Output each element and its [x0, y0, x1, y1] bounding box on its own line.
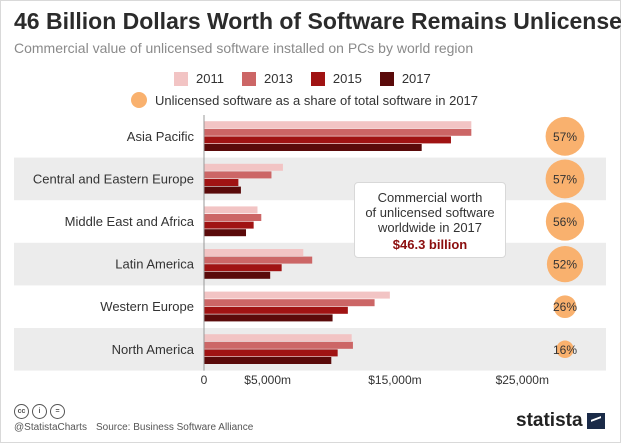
legend-swatch-2013 [241, 71, 256, 86]
source-note: Source: Business Software Alliance [96, 422, 254, 433]
row-band [14, 157, 606, 201]
legend-label-2013: 2013 [263, 71, 293, 86]
legend-share: Unlicensed software as a share of total … [131, 92, 478, 108]
bar-2017 [204, 271, 271, 279]
legend-swatch-share [131, 92, 147, 108]
share-label: 16% [553, 343, 577, 357]
x-tick-label: $15,000m [368, 373, 421, 387]
row-band [14, 242, 606, 286]
legend-swatch-2011 [174, 71, 188, 86]
legend-label-2015: 2015 [332, 71, 362, 86]
bar-2015 [204, 264, 282, 272]
bar-2011 [204, 291, 390, 299]
share-circle [556, 340, 574, 359]
chart-title: 46 Billion Dollars Worth of Software Rem… [14, 8, 621, 34]
share-circle [545, 159, 585, 199]
legend-item-2017: 2017 [379, 71, 431, 86]
share-label: 26% [553, 300, 577, 314]
share-circle [546, 245, 584, 283]
category-label: Western Europe [100, 299, 194, 314]
category-label: North America [112, 342, 195, 357]
legend-label-2011: 2011 [196, 71, 224, 86]
bar-2011 [204, 121, 472, 129]
share-circle [545, 202, 585, 241]
statista-logo: statista [516, 410, 605, 432]
x-tick-label: $25,000m [496, 373, 549, 387]
callout-line-1: Commercial worth [377, 190, 483, 205]
category-label: Central and Eastern Europe [33, 171, 194, 186]
brand-name: statista [516, 410, 583, 431]
bar-2013 [204, 341, 353, 349]
bar-2015 [204, 221, 254, 229]
statista-mark-icon [586, 413, 605, 429]
bar-2017 [204, 229, 247, 237]
share-circle [545, 116, 585, 156]
bar-2017 [204, 314, 333, 322]
category-label: Asia Pacific [127, 129, 195, 144]
legend-item-2011: 2011 [174, 71, 224, 86]
bar-2017 [204, 144, 422, 151]
share-label: 52% [553, 258, 577, 272]
bar-2017 [204, 357, 332, 364]
noderivs-icon: = [50, 404, 65, 419]
legend-swatch-2015 [310, 71, 325, 86]
bar-2015 [204, 179, 239, 186]
bar-2011 [204, 334, 352, 342]
bar-2013 [204, 256, 313, 264]
share-circle [553, 295, 577, 319]
legend-label-share: Unlicensed software as a share of total … [155, 92, 479, 108]
bar-2013 [204, 171, 272, 179]
legend-years: 2011 2013 2015 2017 [174, 71, 449, 86]
license-icons: cc i = [14, 404, 68, 419]
category-label: Latin America [115, 257, 195, 272]
bar-2013 [204, 214, 262, 221]
bar-2011 [204, 163, 283, 171]
bar-2013 [204, 299, 375, 307]
bar-2011 [204, 206, 258, 214]
bar-2013 [204, 128, 472, 136]
x-tick-label: $5,000m [244, 373, 291, 387]
callout-line-2: of unlicensed software [365, 205, 495, 220]
worldwide-callout: Commercial worth of unlicensed software … [354, 182, 506, 258]
bar-2011 [204, 249, 304, 256]
bar-2015 [204, 349, 338, 357]
share-label: 57% [553, 130, 577, 144]
share-label: 56% [553, 215, 577, 229]
legend-swatch-2017 [379, 71, 394, 86]
share-label: 57% [553, 172, 577, 186]
legend-label-2017: 2017 [401, 71, 431, 86]
chart-subtitle: Commercial value of unlicensed software … [14, 40, 474, 56]
callout-amount: $46.3 billion [392, 237, 468, 252]
legend-item-2015: 2015 [310, 71, 362, 86]
legend-item-2013: 2013 [241, 71, 293, 86]
bar-2015 [204, 306, 348, 314]
bar-2015 [204, 136, 451, 144]
x-tick-label: 0 [201, 373, 208, 387]
cc-icon: cc [14, 404, 29, 419]
callout-line-3: worldwide in 2017 [377, 220, 483, 235]
category-label: Middle East and Africa [65, 214, 195, 229]
bar-2017 [204, 186, 241, 194]
attribution-icon: i [32, 404, 47, 419]
statista-handle[interactable]: @StatistaCharts [14, 422, 87, 433]
